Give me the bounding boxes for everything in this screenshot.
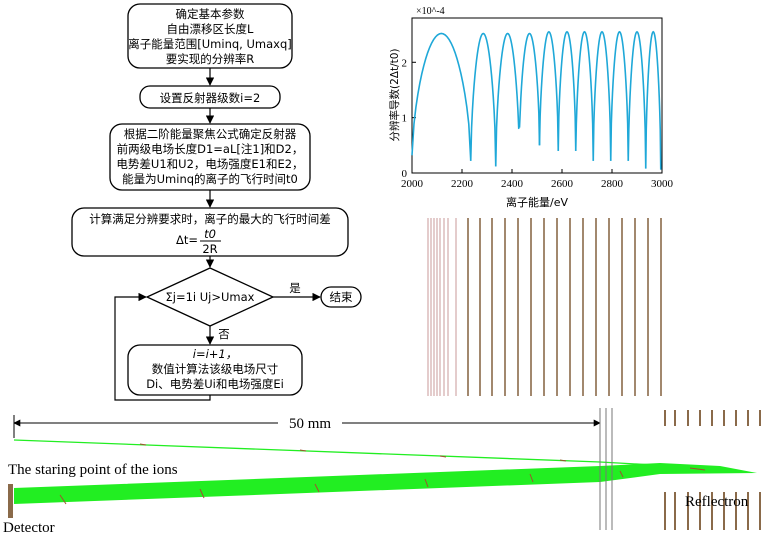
box1-line3: 离子能量范围[Uminq, Umaxq] <box>128 37 291 51</box>
box3-line1: 根据二阶能量聚焦公式确定反射器 <box>124 127 297 141</box>
box4-line1: 计算满足分辨要求时，离子的最大的飞行时间差 <box>89 212 331 226</box>
chart-line-segment <box>592 30 612 161</box>
box1-line2: 自由漂移区长度L <box>167 22 254 36</box>
box1-line1: 确定基本参数 <box>176 7 245 21</box>
chart-line-segment <box>469 32 497 167</box>
scale-label: 50 mm <box>289 416 331 432</box>
chart-line-segment <box>411 32 472 161</box>
reflectron-electrodes-bottom <box>599 408 761 530</box>
box3-line3: 电势差U1和U2，电场强度E1和E2， <box>116 157 303 171</box>
reflectron-label: Reflectron <box>685 494 749 510</box>
detector-label: Detector <box>3 520 55 536</box>
chart-x-axis-label: 离子能量/eV <box>506 195 568 209</box>
chart-y-tick-label: 1 <box>402 113 408 125</box>
chart-line-segment <box>494 32 520 167</box>
box3-line2: 前两级电场长度D1=aL[注1]和D2， <box>117 142 304 156</box>
box4-numerator: t0 <box>204 227 216 241</box>
chart-x-tick-label: 2800 <box>601 178 624 190</box>
chart-line-segment <box>574 30 595 161</box>
chart-x-tick-label: 2600 <box>551 178 574 190</box>
chart-y-multiplier: ×10^-4 <box>416 6 445 17</box>
chart-x-tick-label: 2400 <box>501 178 524 190</box>
yes-label: 是 <box>289 281 301 295</box>
trajectory-markers <box>139 443 567 462</box>
flowchart-end-box <box>320 286 362 308</box>
chart-plot-area <box>411 17 663 174</box>
detector-plate <box>8 484 13 518</box>
ion-trajectory-panel: 50 mm Detector The staring point of the … <box>3 408 761 536</box>
beam-markers <box>59 467 706 505</box>
chart-line-segment <box>627 30 647 169</box>
chart-x-tick-label: 2200 <box>451 178 474 190</box>
chart-y-tick-label: 2 <box>402 57 408 69</box>
box2-text: 设置反射器级数i=2 <box>160 91 261 105</box>
end-text: 结束 <box>330 290 353 304</box>
reflectron-electrodes-top <box>427 218 662 396</box>
decision-text: Σj=1i Uj>Umax <box>166 290 255 304</box>
chart-line-segment <box>557 30 577 151</box>
ion-beam <box>14 463 757 504</box>
chart-line-segment <box>518 32 541 146</box>
box4-denominator: 2R <box>202 242 217 256</box>
flowchart-box-next-stage <box>127 344 303 396</box>
box4-delta-t: Δt= <box>176 233 198 247</box>
start-point-label: The staring point of the ions <box>8 462 178 478</box>
no-label: 否 <box>218 327 230 341</box>
resolution-chart: ×10^-4 0 1 2 2000 2200 2400 2600 2800 3000 离子能量… <box>388 6 674 209</box>
chart-y-tick-label: 0 <box>402 168 408 180</box>
chart-y-axis-label: 分辨率导数(2Δt/t0) <box>388 48 401 141</box>
chart-line-segment <box>538 30 560 151</box>
box5-line2: 数值计算法该级电场尺寸 <box>152 362 279 376</box>
chart-x-tick-label: 3000 <box>651 178 674 190</box>
chart-x-tick-label: 2000 <box>401 178 424 190</box>
box5-line3: Di、电势差Ui和电场强度Ei <box>146 377 284 391</box>
box1-line4: 要实现的分辨率R <box>166 52 255 66</box>
box3-line4: 能量为Uminq的离子的飞行时间t0 <box>122 172 298 186</box>
chart-line-segment <box>609 30 630 161</box>
chart-x-ticks: 2000 2200 2400 2600 2800 3000 <box>401 169 674 190</box>
arrow-loop <box>114 292 211 401</box>
scale-label-bg <box>278 412 342 430</box>
chart-series <box>411 30 662 170</box>
chart-line-segment <box>644 30 662 170</box>
flowchart: 确定基本参数 自由漂移区长度L 离子能量范围[Uminq, Umaxq] 要实现… <box>71 3 362 401</box>
box5-line1: i=i+1， <box>193 347 237 361</box>
